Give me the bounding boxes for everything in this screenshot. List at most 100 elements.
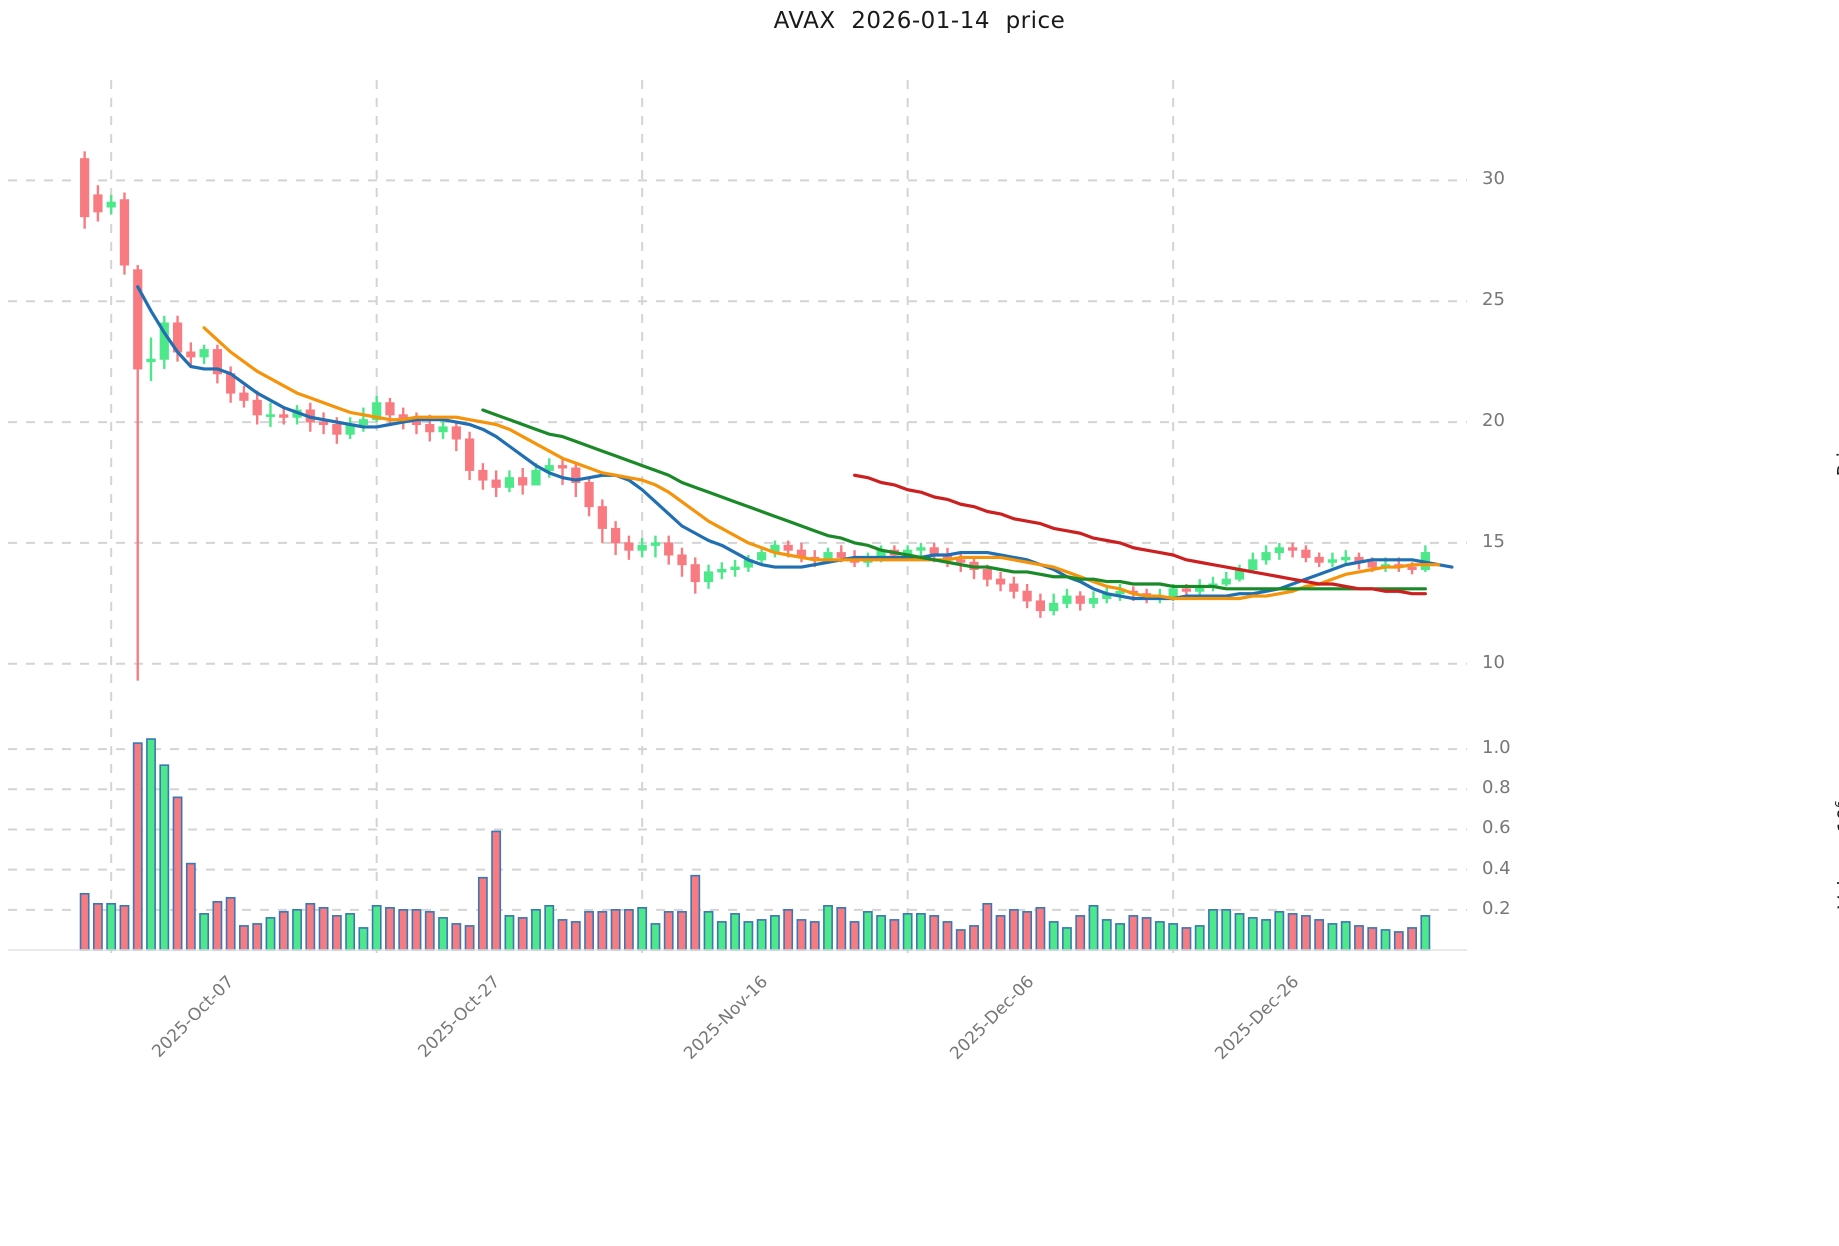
candle-body	[1075, 595, 1085, 604]
volume-bar	[1048, 921, 1059, 951]
volume-bar	[491, 830, 502, 951]
moving-average-line-ma-short	[136, 285, 1454, 601]
candle-body	[664, 542, 674, 556]
price-tick-label: 25	[1482, 289, 1505, 311]
candle-body	[332, 424, 342, 435]
candle-body	[133, 269, 143, 370]
volume-bar	[862, 911, 873, 951]
volume-bar	[584, 911, 594, 951]
volume-bar	[119, 905, 130, 951]
gridlines	[8, 80, 1467, 958]
candle-body	[1088, 598, 1099, 604]
candle-body	[611, 527, 621, 544]
volume-bar	[1247, 917, 1258, 951]
candle-body	[1181, 588, 1192, 592]
candle-body	[597, 506, 607, 529]
volume-bar	[385, 907, 395, 951]
volume-bar	[1221, 909, 1232, 951]
candle-body	[836, 552, 846, 558]
volume-bar	[185, 862, 196, 951]
candle-body	[451, 426, 461, 440]
price-tick-label: 10	[1482, 651, 1505, 673]
candle-body	[186, 351, 196, 358]
volume-bar	[1115, 923, 1125, 951]
volume-bar	[1234, 913, 1245, 951]
volume-tick-label: 0.6	[1482, 817, 1511, 839]
volume-bar	[146, 738, 156, 951]
candle-body	[464, 438, 475, 471]
candle-body	[1115, 590, 1125, 595]
candle-body	[265, 414, 276, 417]
volume-bar	[331, 915, 342, 951]
volume-bar	[677, 911, 687, 951]
volume-bar	[1367, 927, 1378, 951]
candle-body	[544, 465, 554, 471]
volume-bar	[663, 911, 674, 951]
volume-bar	[1261, 919, 1271, 951]
volume-bar	[716, 921, 727, 951]
candle-body	[478, 469, 488, 481]
volume-bar	[1141, 917, 1152, 951]
candle-body	[504, 477, 515, 488]
candle-body	[703, 571, 714, 583]
volume-bar	[318, 907, 329, 951]
volume-series	[79, 738, 1431, 951]
candle-body	[1062, 595, 1072, 604]
candle-body	[757, 552, 767, 561]
candle-body	[1049, 602, 1059, 612]
volume-bar	[1327, 923, 1338, 951]
volume-bar	[132, 742, 143, 951]
volume-bar	[703, 911, 714, 951]
volume-bar	[411, 909, 422, 951]
candle-body	[425, 424, 435, 433]
volume-bar	[1208, 909, 1218, 951]
volume-bar	[79, 892, 90, 951]
candle-body	[438, 426, 448, 433]
candle-body	[717, 569, 727, 573]
volume-bar	[995, 915, 1006, 951]
candle-body	[690, 564, 700, 583]
candle-body	[80, 158, 90, 218]
price-tick-label: 15	[1482, 530, 1505, 552]
candle-body	[1341, 556, 1351, 561]
volume-bar	[265, 917, 276, 951]
volume-bar	[916, 913, 926, 951]
volume-bar	[172, 796, 183, 951]
candle-body	[106, 201, 116, 208]
volume-bar	[531, 909, 541, 951]
price-tick-label: 20	[1482, 410, 1505, 432]
volume-bar	[557, 919, 568, 951]
volume-bar	[769, 915, 780, 951]
volume-axis-title: Volume 106	[1833, 800, 1839, 909]
volume-bar	[929, 915, 940, 951]
candle-body	[531, 469, 541, 486]
candle-body	[730, 566, 740, 570]
volume-bar	[225, 896, 236, 951]
volume-bar	[1154, 921, 1165, 951]
volume-bar	[730, 913, 741, 951]
volume-bar	[358, 927, 369, 951]
volume-bar	[212, 900, 223, 951]
candle-body	[557, 465, 568, 469]
volume-bar	[544, 905, 555, 951]
volume-bar	[1340, 921, 1351, 951]
volume-bar	[1101, 919, 1112, 951]
volume-tick-label: 1.0	[1482, 737, 1511, 759]
volume-bar	[371, 905, 382, 951]
price-tick-label: 30	[1482, 168, 1505, 190]
volume-bar	[1128, 915, 1139, 951]
volume-bar	[1088, 905, 1099, 951]
volume-bar	[690, 874, 701, 951]
candle-body	[93, 194, 103, 213]
volume-bar	[743, 921, 754, 951]
candle-body	[1407, 566, 1417, 570]
volume-bar	[982, 902, 993, 951]
volume-bar	[477, 876, 488, 951]
candle-body	[624, 542, 634, 551]
volume-bar	[451, 923, 462, 951]
volume-bar	[902, 913, 913, 951]
candle-body	[1367, 561, 1377, 568]
candle-body	[1301, 549, 1311, 558]
volume-tick-label: 0.2	[1482, 897, 1511, 919]
